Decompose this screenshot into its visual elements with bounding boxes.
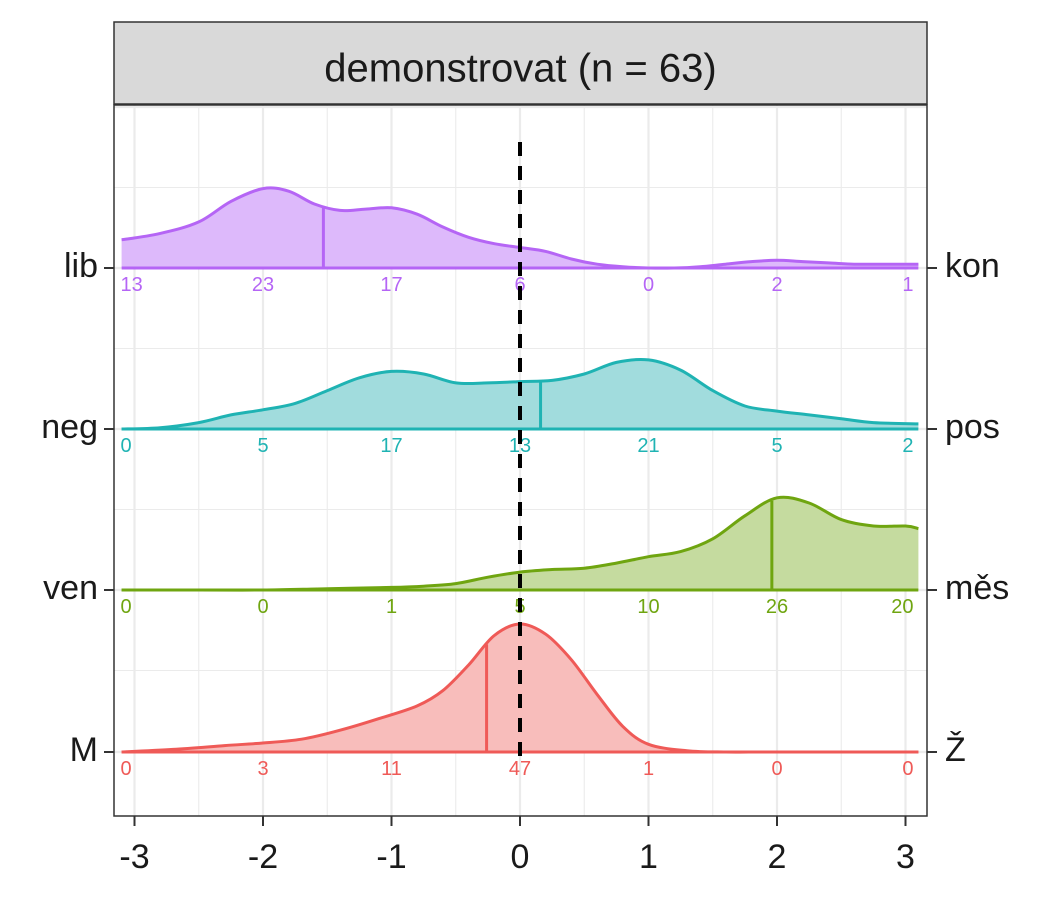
density-line-lib <box>121 186 919 270</box>
count-label: 0 <box>257 596 268 618</box>
x-tick-label: -1 <box>376 838 406 876</box>
x-tick-label: 0 <box>511 838 530 876</box>
count-label: 0 <box>121 596 132 618</box>
row-label-right: kon <box>945 247 1000 285</box>
count-label: 23 <box>252 274 274 296</box>
count-label: 0 <box>121 758 132 780</box>
row-label-left: M <box>70 731 98 769</box>
chart-title: demonstrovat (n = 63) <box>324 47 716 91</box>
count-label: 0 <box>643 274 654 296</box>
count-label: 1 <box>902 274 913 296</box>
count-label: 0 <box>902 758 913 780</box>
density-area-ven <box>121 497 919 591</box>
x-tick-label: 3 <box>896 838 915 876</box>
count-label: 11 <box>381 758 402 780</box>
facet-strip <box>113 21 928 105</box>
row-label-right: Ž <box>945 731 966 769</box>
density-line-neg <box>121 357 919 431</box>
count-label: 3 <box>257 758 268 780</box>
row-label-left: neg <box>41 408 98 446</box>
count-label: 1 <box>643 758 654 780</box>
row-label-left: lib <box>64 247 98 285</box>
density-area-lib <box>121 187 919 269</box>
density-line-ven <box>121 495 919 592</box>
count-label: 2 <box>771 274 782 296</box>
x-tick-label: -3 <box>119 838 149 876</box>
count-label: 1 <box>386 596 397 618</box>
count-label: 20 <box>891 596 913 618</box>
ridge-ven: 0015102620 <box>121 495 919 618</box>
x-tick-label: 2 <box>768 838 787 876</box>
row-label-left: ven <box>43 569 98 607</box>
count-label: 6 <box>514 274 525 296</box>
row-label-right: měs <box>945 569 1009 607</box>
x-tick-label: -2 <box>248 838 278 876</box>
count-label: 10 <box>637 596 659 618</box>
count-label: 5 <box>257 435 268 457</box>
count-label: 17 <box>380 435 402 457</box>
count-label: 47 <box>509 758 531 780</box>
count-label: 0 <box>121 435 132 457</box>
count-label: 17 <box>380 274 402 296</box>
count-label: 13 <box>121 274 143 296</box>
row-label-right: pos <box>945 408 1000 446</box>
x-tick-label: 1 <box>639 838 658 876</box>
count-label: 2 <box>902 435 913 457</box>
count-label: 26 <box>766 596 788 618</box>
count-label: 5 <box>771 435 782 457</box>
count-label: 0 <box>771 758 782 780</box>
count-label: 13 <box>509 435 531 457</box>
count-label: 21 <box>637 435 659 457</box>
density-area-M <box>121 623 919 753</box>
